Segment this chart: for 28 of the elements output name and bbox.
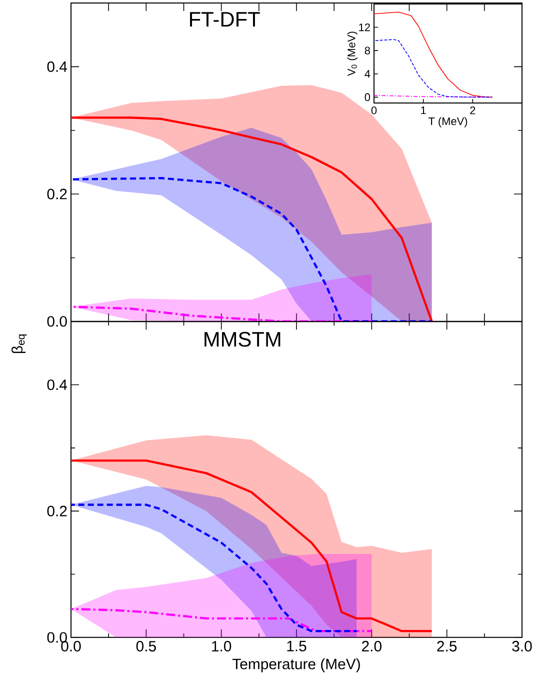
x-axis-title: T (MeV) [428,117,468,128]
chart-title: MMSTM [204,332,280,347]
x-tick-label: 2 [470,106,476,114]
y-tick-label: 0.4 [47,379,68,390]
x-tick-label: 0.5 [136,640,156,652]
x-tick-label: 3.0 [512,640,532,652]
y-tick-label: 4 [364,70,370,78]
y-tick-label: 0.2 [47,506,67,516]
y-tick-label: 0.2 [47,188,67,200]
x-tick-label: 1.5 [287,640,306,652]
y-tick-label: 0.0 [47,632,67,643]
x-tick-label: 1.0 [212,640,232,652]
x-tick-label: 0 [371,106,377,114]
y-tick-label: 0.0 [47,316,67,327]
chart-title: FT-DFT [190,12,260,27]
y-tick-label: 0.4 [47,61,68,72]
y-tick-label: 0 [364,93,370,102]
x-axis-title: Temperature (MeV) [232,658,360,672]
x-tick-label: 0.0 [61,640,81,652]
y-tick-label: 12 [359,23,370,32]
line-series [374,39,493,98]
line-series [374,12,493,98]
x-tick-label: 2.5 [437,640,457,652]
x-tick-label: 2.0 [362,640,382,652]
y-axis-title: β$_{eq}$ [12,334,27,354]
y-axis-title: V$_{0}$ (MeV) [347,32,358,76]
y-tick-label: 8 [364,46,370,54]
x-tick-label: 1 [421,106,426,114]
